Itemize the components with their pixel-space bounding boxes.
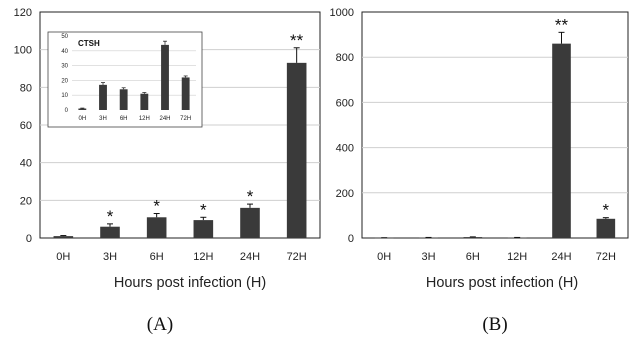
inset-chart-ctsh: CTSH 0 10 20 30 40 50 0H 3H 6H 12H 24H 72H (47, 31, 203, 128)
significance-marker: * (603, 201, 610, 220)
x-tick-label: 0H (78, 116, 86, 122)
y-tick-label: 800 (336, 52, 354, 64)
y-tick-label: 50 (61, 34, 68, 40)
y-tick-label: 120 (14, 7, 32, 19)
x-tick-label: 24H (240, 251, 260, 263)
inset-frame (47, 31, 203, 128)
y-tick-label: 400 (336, 143, 354, 155)
x-tick-label: 12H (193, 251, 213, 263)
x-tick-label: 6H (466, 251, 480, 263)
panel-b-y-ticks: 0 200 400 600 800 1000 (330, 7, 354, 245)
y-tick-label: 200 (336, 188, 354, 200)
y-tick-label: 600 (336, 97, 354, 109)
x-tick-label: 12H (507, 251, 527, 263)
bar (99, 84, 107, 110)
y-tick-label: 100 (14, 45, 32, 57)
x-tick-label: 12H (139, 116, 150, 122)
y-tick-label: 1000 (330, 7, 354, 19)
y-tick-label: 0 (26, 233, 32, 245)
y-tick-label: 40 (20, 158, 32, 170)
x-tick-label: 72H (180, 116, 191, 122)
x-tick-label: 72H (287, 251, 307, 263)
x-tick-label: 3H (103, 251, 117, 263)
significance-marker: * (153, 197, 160, 216)
y-tick-label: 20 (61, 78, 68, 84)
y-tick-label: 80 (20, 82, 32, 94)
bar (140, 93, 149, 110)
y-tick-label: 40 (61, 49, 68, 55)
y-tick-label: 20 (20, 195, 32, 207)
panel-b-x-axis-label: Hours post infection (H) (426, 275, 578, 291)
bar (193, 220, 214, 238)
panel-a-x-axis-label: Hours post infection (H) (114, 275, 266, 291)
significance-marker: * (107, 207, 114, 226)
x-tick-label: 24H (159, 116, 170, 122)
inset-bars (78, 40, 190, 110)
inset-y-ticks: 0 10 20 30 40 50 (61, 34, 68, 114)
y-tick-label: 0 (65, 108, 69, 114)
x-tick-label: 0H (56, 251, 70, 263)
x-tick-label: 3H (421, 251, 435, 263)
inset-title: CTSH (78, 39, 100, 48)
panel-b-gridlines (362, 56, 628, 194)
panel-a-x-ticks: 0H 3H 6H 12H 24H 72H (56, 251, 307, 263)
panel-b-plot-frame (361, 11, 629, 239)
x-tick-label: 72H (596, 251, 616, 263)
bar (181, 77, 190, 110)
bar (53, 236, 74, 238)
bar (552, 43, 571, 238)
x-tick-label: 3H (99, 116, 107, 122)
y-tick-label: 30 (61, 64, 68, 70)
significance-marker: ** (555, 15, 569, 34)
panel-b-bars: *** (374, 15, 616, 239)
bar (463, 237, 483, 238)
panel-b-x-ticks: 0H 3H 6H 12H 24H 72H (377, 251, 616, 263)
bar (100, 226, 120, 238)
panel-a-label: (A) (147, 314, 173, 335)
significance-marker: * (200, 200, 207, 219)
bar (240, 207, 260, 238)
significance-marker: * (247, 187, 254, 206)
panel-b-label: (B) (482, 314, 507, 335)
y-tick-label: 10 (61, 93, 68, 99)
y-tick-label: 60 (20, 120, 32, 132)
y-tick-label: 0 (348, 233, 354, 245)
panel-a-bars: ** **** (53, 31, 307, 238)
x-tick-label: 6H (120, 116, 128, 122)
inset-x-ticks: 0H 3H 6H 12H 24H 72H (78, 116, 191, 122)
bar (161, 44, 169, 110)
x-tick-label: 6H (150, 251, 164, 263)
bar (146, 217, 167, 238)
x-tick-label: 24H (551, 251, 571, 263)
significance-marker: ** (290, 31, 304, 50)
bar (119, 89, 128, 110)
inset-gridlines (72, 50, 196, 96)
x-tick-label: 0H (377, 251, 391, 263)
bar (596, 218, 616, 238)
panel-a-y-ticks: 0 20 40 60 80 100 120 (14, 7, 32, 245)
bar (286, 62, 307, 238)
bar (78, 108, 87, 110)
